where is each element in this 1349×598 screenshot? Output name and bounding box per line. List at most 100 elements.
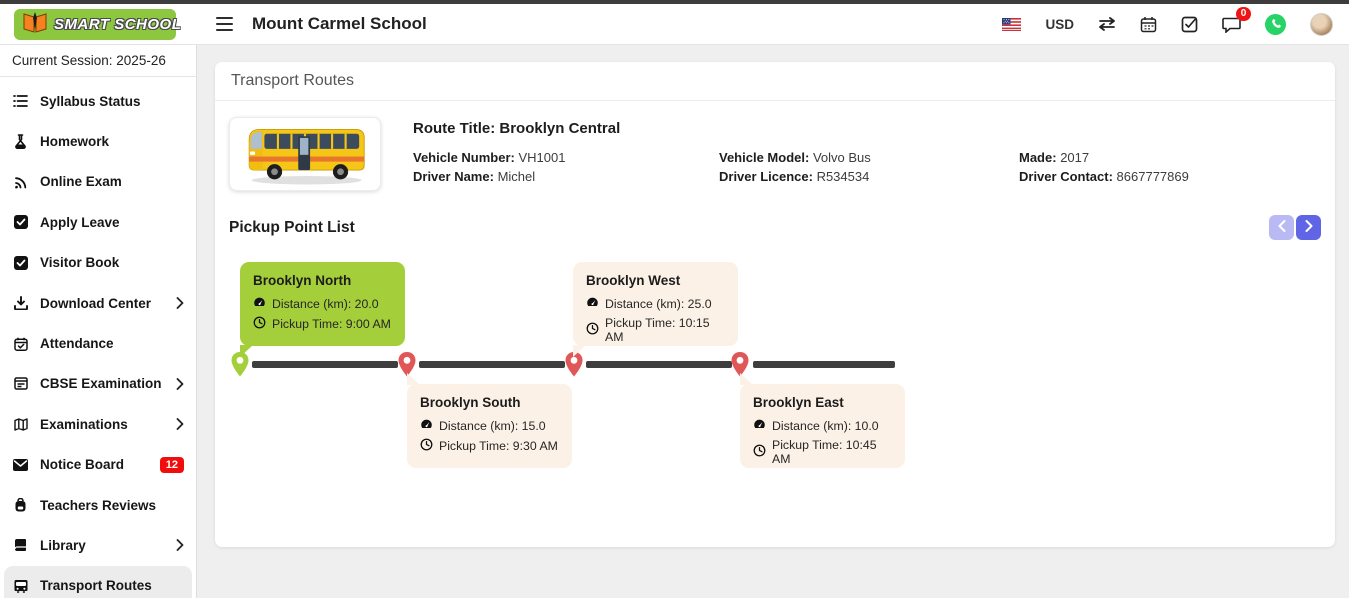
map-pin-icon (398, 352, 416, 377)
list-icon (12, 94, 29, 108)
bus-photo (229, 117, 381, 191)
chevron-right-icon (176, 297, 184, 310)
book-icon (12, 538, 29, 552)
sidebar-item-teachers-reviews[interactable]: Teachers Reviews (0, 485, 196, 525)
chevron-right-icon (176, 539, 184, 552)
school-name-title: Mount Carmel School (252, 14, 427, 33)
pickup-distance: Distance (km): 25.0 (586, 296, 725, 312)
pickup-time: Pickup Time: 9:30 AM (420, 438, 559, 454)
sidebar-item-apply-leave[interactable]: Apply Leave (0, 202, 196, 242)
calendar-icon[interactable] (1140, 16, 1157, 33)
exchange-arrows-icon[interactable] (1098, 17, 1116, 31)
map-pin-icon (565, 352, 583, 377)
driver-contact-field: Driver Contact: 8667777869 (1019, 168, 1189, 184)
speedometer-icon (753, 418, 766, 434)
timeline-segment (252, 361, 398, 368)
sidebar-item-label: Notice Board (40, 457, 125, 473)
rss-icon (12, 175, 29, 189)
card-icon (12, 377, 29, 391)
backpack-icon (12, 498, 29, 512)
sidebar-item-label: Apply Leave (40, 214, 120, 230)
pickup-time: Pickup Time: 10:45 AM (753, 438, 892, 466)
pickup-point-name: Brooklyn East (753, 395, 844, 410)
sidebar-item-attendance[interactable]: Attendance (0, 323, 196, 363)
sidebar-item-label: Attendance (40, 336, 114, 352)
user-avatar[interactable] (1310, 12, 1333, 36)
pickup-point-name: Brooklyn South (420, 395, 521, 410)
bus-icon (12, 579, 29, 593)
sidebar-item-label: Homework (40, 134, 110, 150)
sidebar-item-label: Teachers Reviews (40, 497, 157, 513)
sidebar-item-download-center[interactable]: Download Center (0, 283, 196, 323)
made-field: Made: 2017 (1019, 150, 1090, 165)
sidebar-item-notice-board[interactable]: Notice Board 12 (0, 445, 196, 485)
pickup-distance: Distance (km): 20.0 (253, 296, 392, 312)
sidebar-item-visitor-book[interactable]: Visitor Book (0, 243, 196, 283)
vehicle-number-field: Vehicle Number: VH1001 (413, 150, 566, 165)
pickup-card-brooklyn-west[interactable]: Brooklyn West Distance (km): 25.0 Pickup… (573, 262, 738, 346)
prev-button[interactable] (1269, 215, 1294, 240)
sidebar-item-label: Library (40, 537, 86, 553)
main-content: Transport Routes (197, 45, 1349, 598)
sidebar-item-transport-routes[interactable]: Transport Routes (4, 565, 192, 598)
clock-icon (253, 316, 266, 332)
sidebar-item-cbse-examination[interactable]: CBSE Examination (0, 364, 196, 404)
clock-icon (586, 322, 599, 338)
chat-icon[interactable]: 0 (1222, 6, 1251, 33)
card-tail (740, 373, 753, 385)
timeline-segment (753, 361, 895, 368)
notice-board-badge: 12 (159, 456, 184, 473)
sidebar-item-examinations[interactable]: Examinations (0, 404, 196, 444)
pickup-point-name: Brooklyn North (253, 273, 352, 288)
timeline-segment (586, 361, 732, 368)
sidebar-item-label: Visitor Book (40, 255, 120, 271)
speedometer-icon (420, 418, 433, 434)
sidebar-item-library[interactable]: Library (0, 525, 196, 565)
map-pin-icon (231, 352, 249, 377)
currency-selector[interactable]: USD (1045, 16, 1074, 32)
route-title: Route Title: Brooklyn Central (413, 120, 621, 137)
pickup-time: Pickup Time: 10:15 AM (586, 316, 725, 344)
speedometer-icon (586, 296, 599, 312)
next-button[interactable] (1296, 215, 1321, 240)
clock-icon (420, 438, 433, 454)
map-pin-icon (731, 352, 749, 377)
pickup-timeline: Brooklyn North Distance (km): 20.0 Picku… (215, 256, 1335, 491)
top-header: SMART SCHOOL Mount Carmel School USD (0, 4, 1349, 45)
pickup-card-brooklyn-north[interactable]: Brooklyn North Distance (km): 20.0 Picku… (240, 262, 405, 346)
envelope-icon (12, 458, 29, 471)
sidebar-nav: Syllabus Status Homework Online Exam App… (0, 77, 196, 598)
task-check-icon[interactable] (1181, 16, 1198, 33)
clock-icon (753, 444, 766, 460)
pickup-distance: Distance (km): 15.0 (420, 418, 559, 434)
route-info-section: Route Title: Brooklyn Central Vehicle Nu… (215, 101, 1335, 191)
pickup-card-brooklyn-east[interactable]: Brooklyn East Distance (km): 10.0 Pickup… (740, 384, 905, 468)
route-details: Route Title: Brooklyn Central Vehicle Nu… (413, 117, 1321, 191)
app-logo[interactable]: SMART SCHOOL (14, 8, 181, 40)
current-session-label: Current Session: 2025-26 (0, 45, 196, 77)
book-pen-logo-icon (22, 10, 48, 39)
sidebar-item-online-exam[interactable]: Online Exam (0, 162, 196, 202)
pickup-card-brooklyn-south[interactable]: Brooklyn South Distance (km): 15.0 Picku… (407, 384, 572, 468)
logo-text: SMART SCHOOL (54, 15, 182, 33)
map-icon (12, 418, 29, 431)
flask-icon (12, 134, 29, 150)
us-flag-icon[interactable] (1002, 17, 1022, 31)
pickup-point-name: Brooklyn West (586, 273, 681, 288)
timeline-segment (419, 361, 565, 368)
sidebar-item-label: Download Center (40, 295, 152, 311)
card-title: Transport Routes (215, 62, 1335, 101)
sidebar-item-homework[interactable]: Homework (0, 121, 196, 161)
hamburger-icon[interactable] (216, 13, 236, 35)
chevron-right-icon (176, 378, 184, 390)
sidebar-item-syllabus-status[interactable]: Syllabus Status (0, 81, 196, 121)
transport-routes-card: Transport Routes (215, 62, 1335, 547)
check-square-icon (12, 255, 29, 270)
whatsapp-icon[interactable] (1265, 13, 1286, 35)
card-tail (407, 373, 420, 385)
speedometer-icon (253, 296, 266, 312)
sidebar-item-label: Examinations (40, 416, 128, 432)
sidebar: Current Session: 2025-26 Syllabus Status… (0, 45, 197, 598)
sidebar-item-label: CBSE Examination (40, 376, 162, 392)
card-tail (573, 345, 586, 357)
